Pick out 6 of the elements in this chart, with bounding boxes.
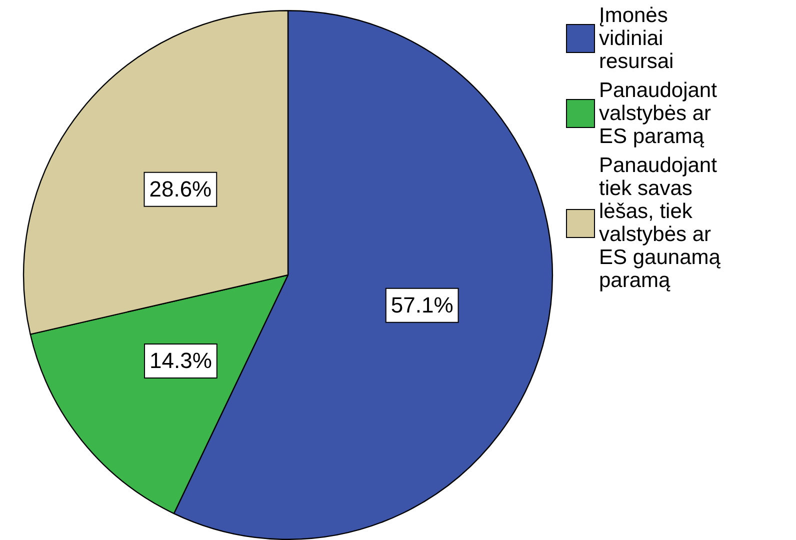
legend-label: Panaudojant tiek savas lėšas, tiek valstybės ar ES gaunamą paramą [599, 154, 722, 292]
legend-label: Panaudojant valstybės ar ES paramą [599, 79, 718, 148]
data-label: 28.6% [149, 176, 212, 202]
legend-label: Įmonės vidiniai resursai [599, 4, 675, 73]
data-label: 57.1% [390, 292, 454, 318]
data-label: 14.3% [150, 348, 212, 374]
